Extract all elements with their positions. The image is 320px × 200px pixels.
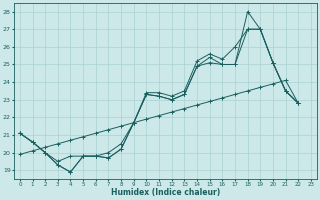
X-axis label: Humidex (Indice chaleur): Humidex (Indice chaleur) — [111, 188, 220, 197]
